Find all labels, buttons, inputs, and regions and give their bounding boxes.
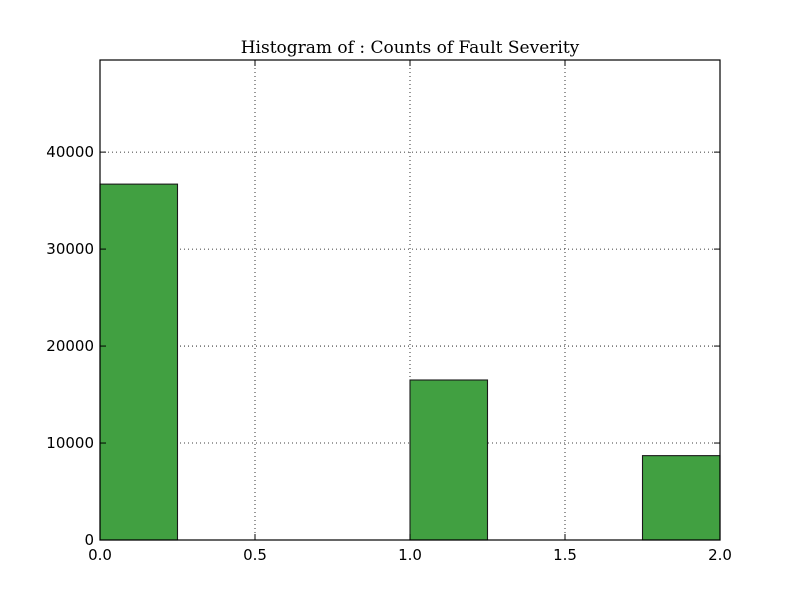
x-tick-label: 1.0 [398, 546, 422, 564]
x-tick-label: 1.5 [553, 546, 577, 564]
y-axis-tick-labels: 0 10000 20000 30000 40000 [46, 143, 94, 549]
x-tick-label: 2.0 [708, 546, 732, 564]
histogram-bar [409, 379, 489, 541]
axis-ticks [99, 60, 721, 541]
histogram-bar [99, 183, 179, 541]
y-tick-label: 40000 [46, 143, 94, 161]
y-tick-label: 0 [84, 531, 94, 549]
y-tick-label: 10000 [46, 434, 94, 452]
x-tick-label: 0.5 [243, 546, 267, 564]
y-tick-label: 30000 [46, 240, 94, 258]
y-tick-label: 20000 [46, 337, 94, 355]
histogram-bar [641, 455, 721, 541]
x-tick-label: 0.0 [88, 546, 112, 564]
chart-title: Histogram of : Counts of Fault Severity [241, 38, 580, 58]
x-axis-tick-labels: 0.0 0.5 1.0 1.5 2.0 [88, 546, 732, 564]
bars [99, 183, 721, 541]
